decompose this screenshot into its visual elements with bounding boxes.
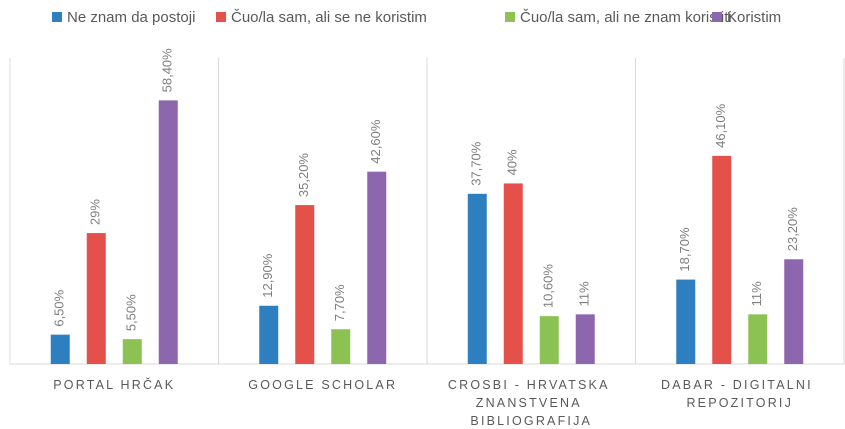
bar <box>503 183 523 364</box>
legend-swatch <box>52 12 62 22</box>
bar <box>539 316 559 364</box>
value-label: 12,90% <box>260 253 275 298</box>
bar <box>331 329 351 364</box>
x-tick-label: GOOGLE SCHOLAR <box>248 378 397 392</box>
x-tick-label: CROSBI - HRVATSKA ZNANSTVENA BIBLIOGRAFI… <box>448 378 615 428</box>
legend-swatch <box>216 12 226 22</box>
value-label: 7,70% <box>332 284 347 321</box>
x-tick-label: PORTAL HRČAK <box>53 377 175 392</box>
bar <box>50 334 70 364</box>
legend-label: Ne znam da postoji <box>67 9 195 26</box>
bar <box>367 171 387 364</box>
bar <box>86 233 106 364</box>
value-label: 11% <box>577 281 592 306</box>
legend-label: Čuo/la sam, ali ne znam koristiti <box>520 9 732 26</box>
bar <box>122 339 142 364</box>
legend-swatch <box>505 12 515 22</box>
value-label: 58,40% <box>160 48 175 93</box>
bar <box>575 314 595 364</box>
legend-swatch <box>712 12 722 22</box>
bar <box>467 193 487 364</box>
value-label: 23,20% <box>785 207 800 252</box>
value-label: 46,10% <box>713 103 728 148</box>
value-label: 35,20% <box>296 153 311 198</box>
value-label: 10,60% <box>541 264 556 309</box>
bar <box>712 155 732 364</box>
x-tick-label: DABAR - DIGITALNI REPOZITORIJ <box>661 378 818 410</box>
value-label: 6,50% <box>52 289 67 326</box>
bar <box>158 100 178 364</box>
bar <box>676 279 696 364</box>
bar <box>295 205 315 364</box>
value-label: 18,70% <box>677 227 692 272</box>
bar <box>748 314 768 364</box>
value-label: 40% <box>505 149 520 175</box>
bar <box>784 259 804 364</box>
value-label: 5,50% <box>124 294 139 331</box>
bar <box>259 305 279 364</box>
legend-label: Koristim <box>727 9 781 26</box>
value-label: 29% <box>88 199 103 225</box>
value-label: 11% <box>749 281 764 306</box>
value-label: 42,60% <box>368 119 383 164</box>
legend-label: Čuo/la sam, ali se ne koristim <box>231 9 427 26</box>
value-label: 37,70% <box>469 141 484 186</box>
